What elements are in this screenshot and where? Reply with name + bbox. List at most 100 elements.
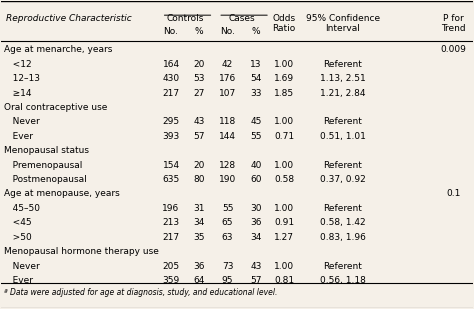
Text: Referent: Referent (324, 261, 363, 270)
Text: 12–13: 12–13 (4, 74, 40, 83)
Text: 27: 27 (193, 89, 205, 98)
Text: 0.56, 1.18: 0.56, 1.18 (320, 276, 366, 285)
Text: 176: 176 (219, 74, 236, 83)
Text: 1.85: 1.85 (274, 89, 294, 98)
Text: 217: 217 (163, 89, 180, 98)
Text: 33: 33 (250, 89, 262, 98)
Text: 63: 63 (222, 233, 233, 242)
Text: ª Data were adjusted for age at diagnosis, study, and educational level.: ª Data were adjusted for age at diagnosi… (4, 288, 277, 297)
Text: 43: 43 (193, 117, 205, 126)
Text: Reproductive Characteristic: Reproductive Characteristic (6, 14, 132, 23)
Text: Referent: Referent (324, 60, 363, 69)
Text: Age at menopause, years: Age at menopause, years (4, 189, 119, 198)
Text: 393: 393 (163, 132, 180, 141)
Text: 154: 154 (163, 161, 180, 170)
Text: 1.27: 1.27 (274, 233, 294, 242)
Text: 0.37, 0.92: 0.37, 0.92 (320, 175, 366, 184)
Text: Never: Never (4, 261, 39, 270)
Text: 64: 64 (193, 276, 205, 285)
Text: 1.21, 2.84: 1.21, 2.84 (320, 89, 366, 98)
Text: 0.83, 1.96: 0.83, 1.96 (320, 233, 366, 242)
Text: 13: 13 (250, 60, 262, 69)
Text: 164: 164 (163, 60, 180, 69)
Text: 0.81: 0.81 (274, 276, 294, 285)
Text: 40: 40 (250, 161, 262, 170)
Text: 0.58: 0.58 (274, 175, 294, 184)
Text: >50: >50 (4, 233, 31, 242)
Text: 60: 60 (250, 175, 262, 184)
Text: 42: 42 (222, 60, 233, 69)
Text: Ever: Ever (4, 276, 33, 285)
Text: 359: 359 (163, 276, 180, 285)
Text: Never: Never (4, 117, 39, 126)
Text: %: % (195, 28, 204, 36)
Text: 55: 55 (250, 132, 262, 141)
Text: 45: 45 (250, 117, 262, 126)
Text: ≥14: ≥14 (4, 89, 31, 98)
Text: 0.58, 1.42: 0.58, 1.42 (320, 218, 366, 227)
Text: 53: 53 (193, 74, 205, 83)
Text: 57: 57 (193, 132, 205, 141)
Text: 213: 213 (163, 218, 180, 227)
Text: 107: 107 (219, 89, 236, 98)
Text: 95: 95 (222, 276, 233, 285)
Text: 1.69: 1.69 (274, 74, 294, 83)
Text: 45–50: 45–50 (4, 204, 40, 213)
Text: Menopausal status: Menopausal status (4, 146, 89, 155)
Text: 430: 430 (163, 74, 180, 83)
Text: 80: 80 (193, 175, 205, 184)
Text: 144: 144 (219, 132, 236, 141)
Text: 128: 128 (219, 161, 236, 170)
Text: 1.00: 1.00 (274, 161, 294, 170)
Text: 34: 34 (250, 233, 262, 242)
Text: <12: <12 (4, 60, 31, 69)
Text: Age at menarche, years: Age at menarche, years (4, 45, 112, 54)
Text: 205: 205 (163, 261, 180, 270)
Text: %: % (252, 28, 260, 36)
Text: No.: No. (220, 28, 235, 36)
Text: 295: 295 (163, 117, 180, 126)
Text: 1.00: 1.00 (274, 117, 294, 126)
Text: P for
Trend: P for Trend (441, 14, 466, 33)
Text: 54: 54 (250, 74, 262, 83)
Text: Ever: Ever (4, 132, 33, 141)
Text: 196: 196 (163, 204, 180, 213)
Text: Controls: Controls (166, 14, 204, 23)
Text: 43: 43 (250, 261, 262, 270)
Text: Oral contraceptive use: Oral contraceptive use (4, 103, 107, 112)
Text: 30: 30 (250, 204, 262, 213)
Text: 0.009: 0.009 (441, 45, 467, 54)
Text: 20: 20 (193, 60, 205, 69)
Text: <45: <45 (4, 218, 31, 227)
Text: 36: 36 (193, 261, 205, 270)
Text: 35: 35 (193, 233, 205, 242)
Text: Odds
Ratio: Odds Ratio (273, 14, 296, 33)
Text: 55: 55 (222, 204, 233, 213)
Text: 1.00: 1.00 (274, 60, 294, 69)
Text: 0.51, 1.01: 0.51, 1.01 (320, 132, 366, 141)
Text: 73: 73 (222, 261, 233, 270)
Text: Premenopausal: Premenopausal (4, 161, 82, 170)
Text: 118: 118 (219, 117, 236, 126)
Text: 20: 20 (193, 161, 205, 170)
Text: 65: 65 (222, 218, 233, 227)
Text: Postmenopausal: Postmenopausal (4, 175, 86, 184)
Text: Menopausal hormone therapy use: Menopausal hormone therapy use (4, 247, 159, 256)
Text: 635: 635 (163, 175, 180, 184)
Text: No.: No. (164, 28, 179, 36)
Text: 31: 31 (193, 204, 205, 213)
Text: 57: 57 (250, 276, 262, 285)
Text: 190: 190 (219, 175, 236, 184)
Text: 95% Confidence
Interval: 95% Confidence Interval (306, 14, 380, 33)
Text: 1.13, 2.51: 1.13, 2.51 (320, 74, 366, 83)
Text: Referent: Referent (324, 161, 363, 170)
Text: 34: 34 (193, 218, 205, 227)
Text: Cases: Cases (228, 14, 255, 23)
Text: Referent: Referent (324, 117, 363, 126)
Text: Referent: Referent (324, 204, 363, 213)
Text: 0.71: 0.71 (274, 132, 294, 141)
Text: 1.00: 1.00 (274, 261, 294, 270)
Text: 0.1: 0.1 (447, 189, 461, 198)
Text: 217: 217 (163, 233, 180, 242)
Text: 0.91: 0.91 (274, 218, 294, 227)
